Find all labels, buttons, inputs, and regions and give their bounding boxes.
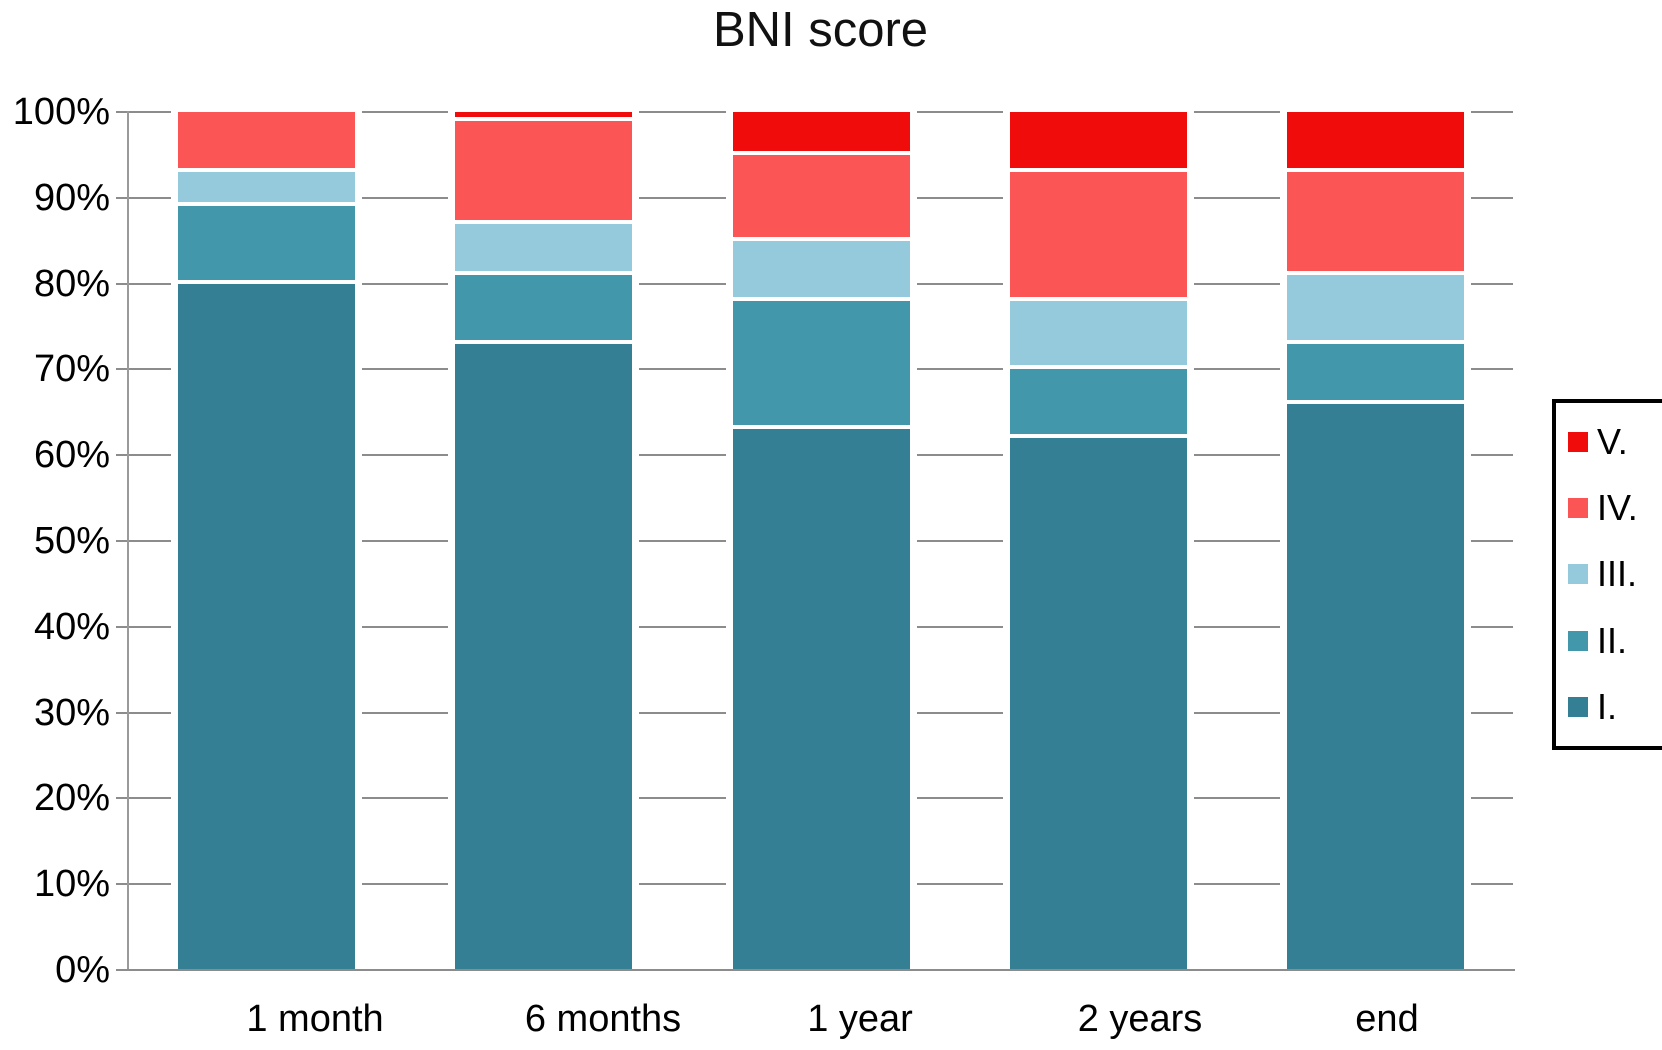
y-tick-label: 0% [55,949,110,991]
segment-IV-2-years [1010,172,1187,301]
segment-IV-1-year [733,154,910,241]
segment-IV-6-months [455,120,632,224]
y-tick-label: 60% [33,434,110,477]
legend-swatch-icon [1568,696,1588,717]
segment-II-6-months [455,275,632,344]
segment-II-end [1286,343,1464,404]
segment-III-1-year [733,240,910,301]
segment-III-2-years [1010,300,1187,370]
stacked-bar-2-years [1010,112,1187,970]
legend-item-IV: IV. [1568,489,1662,527]
segment-I-end [1286,403,1464,970]
x-category-label-2-years: 2 years [1077,998,1203,1040]
y-tick-label: 50% [33,520,110,562]
x-axis-baseline [116,969,1515,971]
y-tick-label: 90% [33,176,110,219]
segment-V-6-months [455,112,632,121]
y-tick-label: 30% [33,691,110,734]
legend-swatch-icon [1568,630,1588,651]
y-tick-label: 20% [33,777,110,820]
segment-II-1-year [733,300,910,430]
legend-label: III. [1597,553,1638,595]
stacked-bar-1-month [178,112,355,970]
segment-I-2-years [1010,438,1187,970]
y-tick-label: 100% [12,91,110,133]
y-tick-label: 70% [33,348,110,391]
legend-item-III: III. [1568,555,1662,593]
legend-swatch-icon [1568,564,1588,585]
stacked-bar-6-months [455,112,632,970]
legend-swatch-icon [1568,432,1588,453]
legend-item-II: II. [1568,619,1662,661]
segment-III-1-month [178,172,355,207]
legend-label: V. [1597,421,1628,463]
y-axis-line [127,111,129,971]
legend-label: I. [1597,685,1618,727]
segment-V-2-years [1010,112,1187,173]
y-tick-label: 40% [33,605,110,648]
segment-I-1-month [178,283,355,970]
chart-title: BNI score [712,3,929,57]
segment-IV-end [1286,172,1464,276]
legend-label: IV. [1597,487,1638,529]
segment-II-2-years [1010,369,1187,439]
legend-label: II. [1597,619,1628,661]
y-tick-label: 80% [33,262,110,305]
stacked-bar-end [1286,112,1464,970]
segment-I-1-year [733,429,910,970]
segment-I-6-months [455,343,632,970]
legend-swatch-icon [1568,498,1588,519]
x-category-label-end: end [1355,998,1419,1040]
segment-III-6-months [455,223,632,276]
legend-item-V: V. [1568,423,1662,461]
x-category-label-1-year: 1 year [807,998,913,1040]
segment-II-1-month [178,206,355,284]
legend-item-I: I. [1568,685,1662,727]
segment-IV-1-month [178,112,355,173]
stacked-bar-1-year [733,112,910,970]
x-category-label-6-months: 6 months [524,998,682,1040]
x-category-label-1-month: 1 month [246,998,384,1040]
segment-V-1-year [733,112,910,155]
y-tick-label: 10% [33,863,110,906]
segment-III-end [1286,275,1464,344]
legend-box: V. IV. III. II. I. [1552,399,1662,750]
segment-V-end [1286,112,1464,173]
